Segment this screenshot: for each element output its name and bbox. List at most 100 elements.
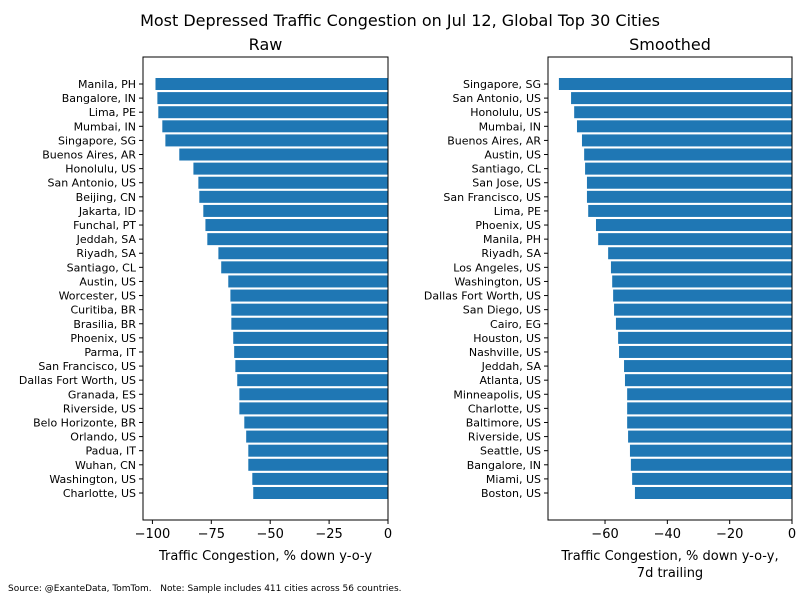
y-tick-label: San Francisco, US [443, 191, 541, 204]
y-tick-label: Jeddah, SA [76, 233, 137, 246]
y-tick-label: Riverside, US [468, 431, 541, 444]
y-tick-label: Padua, IT [85, 445, 136, 458]
y-tick-label: Miami, US [486, 473, 541, 486]
bar [203, 204, 388, 217]
y-tick-label: Granada, ES [68, 388, 136, 401]
source-note: Source: @ExanteData, TomTom. Note: Sampl… [8, 584, 402, 594]
y-tick-label: Dallas Fort Worth, US [424, 290, 541, 303]
bar [629, 444, 792, 457]
bar [574, 106, 792, 119]
plot-frame [142, 56, 389, 521]
y-tick-label: Orlando, US [70, 431, 136, 444]
bar [614, 303, 792, 316]
y-tick-label: Singapore, SG [58, 134, 136, 147]
x-tick-label: −50 [256, 527, 283, 542]
bar [585, 162, 792, 175]
y-tick-label: Jeddah, SA [481, 360, 542, 373]
bar [253, 487, 388, 499]
y-tick-label: Austin, US [484, 149, 541, 162]
y-tick-label: Santiago, CL [67, 261, 137, 274]
bar [244, 416, 388, 429]
bar [598, 233, 792, 246]
bar [595, 219, 792, 232]
y-tick-label: Riverside, US [63, 402, 136, 415]
bar [632, 472, 792, 485]
y-tick-label: Austin, US [79, 275, 136, 288]
y-tick-label: Mumbai, IN [74, 120, 136, 133]
bar [586, 176, 792, 189]
subplot-title: Raw [249, 35, 283, 54]
y-tick-label: Belo Horizonte, BR [33, 416, 136, 429]
y-tick-label: San Francisco, US [38, 360, 136, 373]
bar [630, 458, 792, 471]
bar [246, 430, 388, 443]
bar [576, 120, 792, 133]
bar [615, 317, 792, 330]
bar [239, 402, 388, 415]
y-tick-label: Lima, PE [494, 205, 541, 218]
y-tick-label: Atlanta, US [480, 374, 542, 387]
bar [571, 92, 792, 105]
x-axis-label: Traffic Congestion, % down y-o-y, [560, 549, 778, 564]
bar [612, 275, 792, 288]
bar [198, 176, 388, 189]
bar [586, 190, 792, 203]
bar [608, 247, 792, 260]
bar [627, 402, 792, 415]
x-tick-label: −20 [716, 527, 743, 542]
y-tick-label: Wuhan, CN [75, 459, 136, 472]
y-tick-label: Lima, PE [89, 106, 136, 119]
bar [613, 289, 792, 302]
y-tick-label: Worcester, US [59, 290, 136, 303]
x-tick-label: −60 [591, 527, 618, 542]
subplot-title: Smoothed [629, 35, 711, 54]
bar [235, 360, 388, 373]
x-tick-label: −40 [654, 527, 681, 542]
y-tick-label: Bangalore, IN [467, 459, 541, 472]
bar [624, 360, 792, 373]
x-tick-label: 0 [384, 527, 392, 542]
bar [588, 204, 792, 217]
y-tick-label: Phoenix, US [70, 332, 136, 345]
y-tick-label: Baltimore, US [466, 416, 541, 429]
bar [157, 92, 388, 105]
bar [193, 162, 388, 175]
bar [618, 331, 792, 344]
bar [218, 247, 388, 260]
bar [634, 487, 792, 499]
y-tick-label: Buenos Aires, AR [447, 134, 541, 147]
bar [233, 331, 388, 344]
y-tick-label: Honolulu, US [470, 106, 541, 119]
y-tick-label: Nashville, US [469, 346, 541, 359]
x-tick-label: −100 [135, 527, 171, 542]
y-tick-label: Boston, US [481, 487, 541, 500]
y-tick-label: Beijing, CN [76, 191, 136, 204]
bar [239, 388, 388, 401]
bar [155, 78, 388, 90]
bar [162, 120, 388, 133]
bar [619, 345, 792, 358]
figure-title: Most Depressed Traffic Congestion on Jul… [140, 11, 660, 30]
y-tick-label: San Antonio, US [47, 177, 136, 190]
bar [252, 472, 388, 485]
x-axis-label-line2: 7d trailing [637, 566, 703, 581]
y-tick-label: Manila, PH [78, 78, 136, 91]
y-tick-label: Santiago, CL [472, 163, 542, 176]
y-tick-label: Charlotte, US [63, 487, 136, 500]
y-tick-label: Curitiba, BR [70, 304, 136, 317]
y-tick-label: Cairo, EG [490, 318, 541, 331]
y-tick-label: San Antonio, US [452, 92, 541, 105]
y-tick-label: Washington, US [49, 473, 136, 486]
bar [627, 388, 792, 401]
y-tick-label: Charlotte, US [468, 402, 541, 415]
x-tick-label: −25 [315, 527, 342, 542]
y-tick-label: Houston, US [473, 332, 541, 345]
bar [581, 134, 792, 147]
y-tick-label: Honolulu, US [65, 163, 136, 176]
bar [234, 345, 388, 358]
y-tick-label: Brasilia, BR [73, 318, 136, 331]
y-tick-label: Mumbai, IN [479, 120, 541, 133]
